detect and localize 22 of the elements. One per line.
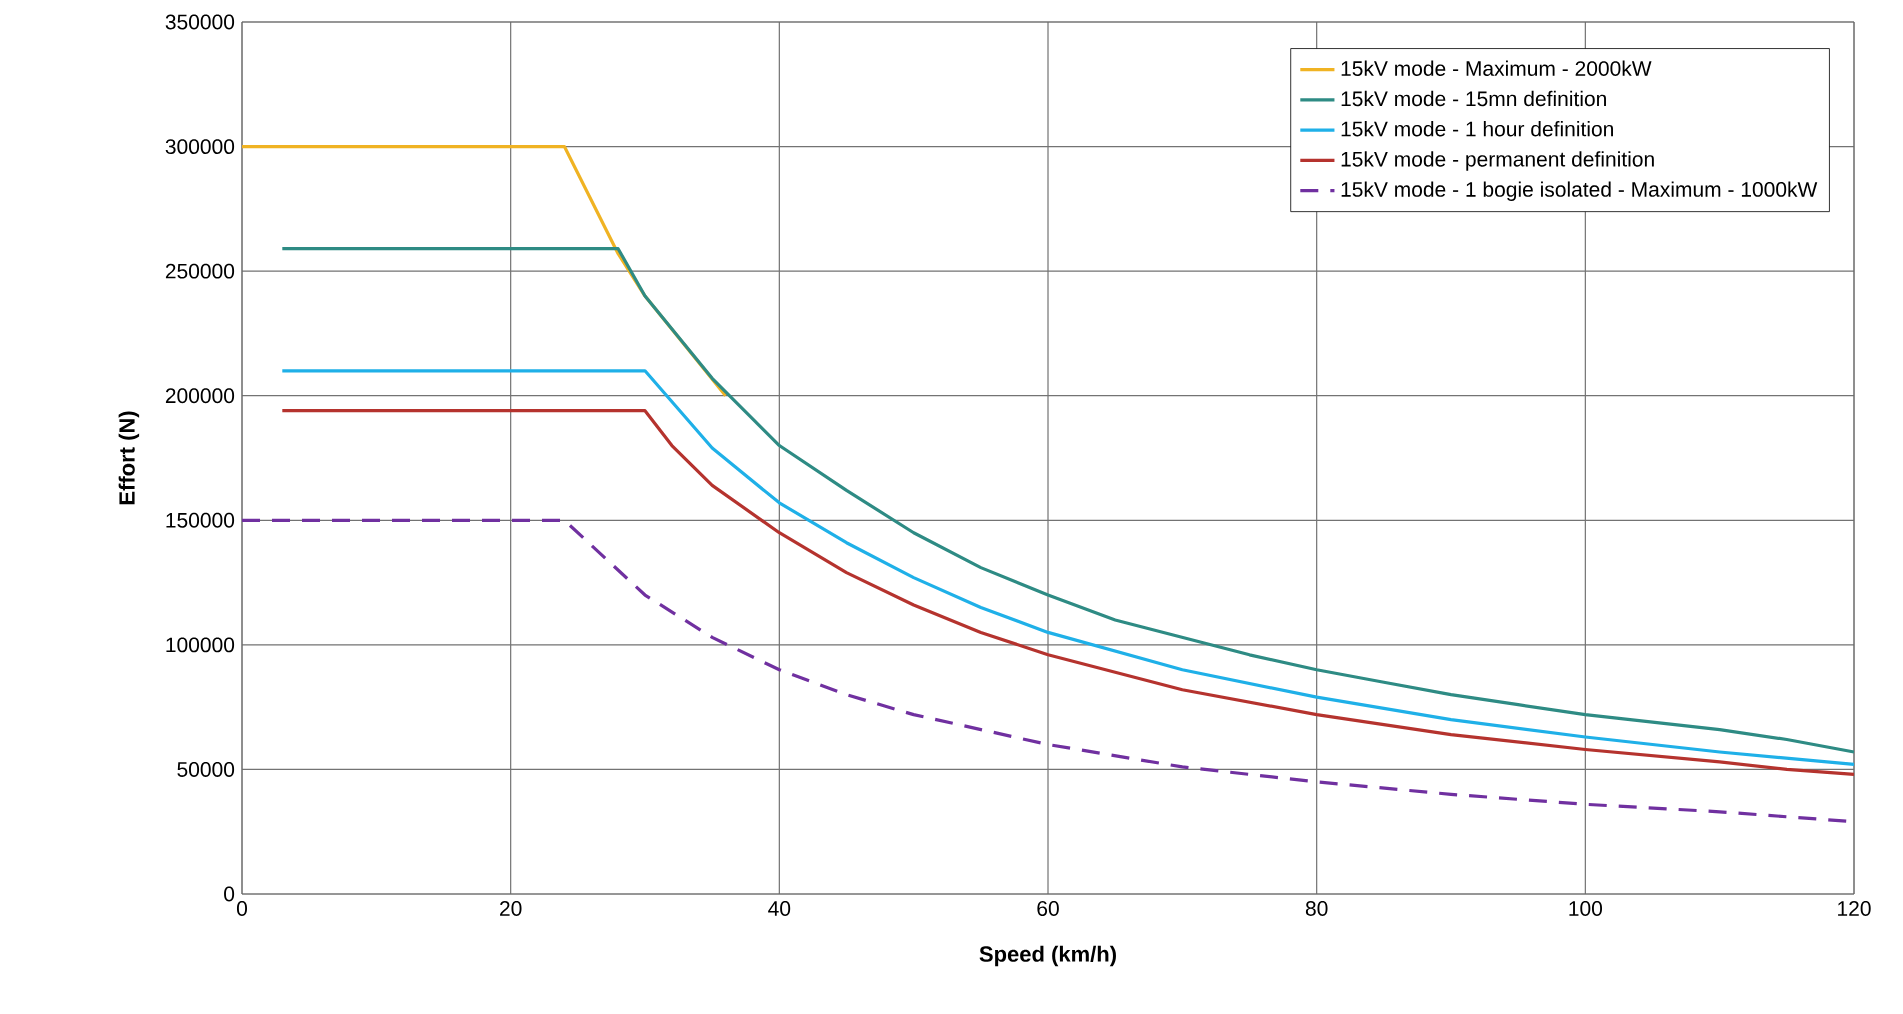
x-tick-label: 100 xyxy=(1569,901,1603,916)
y-axis-title: Effort (N) xyxy=(118,411,140,505)
legend-label: 15kV mode - 15mn definition xyxy=(1341,90,1606,107)
x-axis-title: Speed (km/h) xyxy=(979,945,1116,967)
y-tick-label: 150000 xyxy=(166,512,235,528)
x-tick-label: 0 xyxy=(236,901,248,916)
legend-label: 15kV mode - 1 bogie isolated - Maximum - 1000kW xyxy=(1341,181,1818,201)
legend-label: 15kV mode - permanent definition xyxy=(1341,151,1654,171)
y-tick-label: 50000 xyxy=(177,762,235,777)
x-tick-label: 40 xyxy=(768,901,791,916)
y-tick-label: 350000 xyxy=(165,14,235,30)
x-tick-label: 20 xyxy=(500,901,522,916)
y-tick-label: 100000 xyxy=(166,637,235,653)
y-tick-label: 250000 xyxy=(165,263,235,279)
x-tick-label: 120 xyxy=(1838,901,1871,916)
legend-label: 15kV mode - 1 hour definition xyxy=(1341,120,1613,137)
legend-label: 15kV mode - Maximum - 2000kW xyxy=(1341,60,1652,76)
x-tick-label: 60 xyxy=(1037,901,1059,916)
y-tick-label: 200000 xyxy=(165,388,235,404)
x-tick-label: 80 xyxy=(1305,901,1328,916)
y-tick-label: 0 xyxy=(224,886,235,902)
y-tick-label: 300000 xyxy=(165,139,235,155)
